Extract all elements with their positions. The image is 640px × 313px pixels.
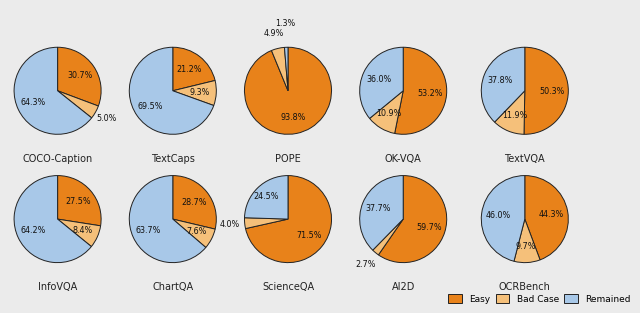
Wedge shape xyxy=(514,219,540,263)
Text: 69.5%: 69.5% xyxy=(138,102,163,111)
Text: 4.0%: 4.0% xyxy=(220,220,239,229)
Text: 2.7%: 2.7% xyxy=(356,260,376,269)
Wedge shape xyxy=(129,176,206,263)
Wedge shape xyxy=(524,47,568,134)
Wedge shape xyxy=(370,91,403,133)
Text: 5.0%: 5.0% xyxy=(97,114,117,123)
Text: 46.0%: 46.0% xyxy=(485,211,511,220)
Text: COCO-Caption: COCO-Caption xyxy=(22,154,93,164)
Text: 36.0%: 36.0% xyxy=(366,75,392,84)
Wedge shape xyxy=(58,176,101,226)
Text: 10.9%: 10.9% xyxy=(377,110,402,118)
Wedge shape xyxy=(14,47,92,134)
Text: 30.7%: 30.7% xyxy=(67,71,92,80)
Wedge shape xyxy=(244,47,332,134)
Text: 8.4%: 8.4% xyxy=(72,226,92,234)
Text: ChartQA: ChartQA xyxy=(152,282,193,292)
Wedge shape xyxy=(244,176,288,219)
Wedge shape xyxy=(360,47,403,118)
Text: 37.8%: 37.8% xyxy=(487,76,513,85)
Text: 53.2%: 53.2% xyxy=(417,89,443,98)
Text: 50.3%: 50.3% xyxy=(539,86,564,95)
Text: 9.3%: 9.3% xyxy=(189,88,210,97)
Text: OCRBench: OCRBench xyxy=(499,282,551,292)
Text: 64.3%: 64.3% xyxy=(20,98,46,107)
Text: POPE: POPE xyxy=(275,154,301,164)
Text: 93.8%: 93.8% xyxy=(280,113,306,122)
Wedge shape xyxy=(173,219,215,248)
Text: 11.9%: 11.9% xyxy=(502,111,527,120)
Wedge shape xyxy=(14,176,92,263)
Text: 44.3%: 44.3% xyxy=(539,210,564,219)
Wedge shape xyxy=(58,47,101,106)
Text: 64.2%: 64.2% xyxy=(20,226,46,235)
Wedge shape xyxy=(173,80,216,105)
Text: 59.7%: 59.7% xyxy=(416,223,442,232)
Wedge shape xyxy=(173,47,215,91)
Text: OK-VQA: OK-VQA xyxy=(385,154,422,164)
Wedge shape xyxy=(372,219,403,255)
Text: 7.6%: 7.6% xyxy=(187,227,207,236)
Text: 37.7%: 37.7% xyxy=(365,204,391,213)
Legend: Easy, Bad Case, Remained: Easy, Bad Case, Remained xyxy=(447,292,632,305)
Wedge shape xyxy=(360,176,403,250)
Wedge shape xyxy=(378,176,447,263)
Wedge shape xyxy=(525,176,568,260)
Wedge shape xyxy=(58,91,99,118)
Text: AI2D: AI2D xyxy=(392,282,415,292)
Text: 28.7%: 28.7% xyxy=(181,198,207,207)
Wedge shape xyxy=(58,219,100,247)
Wedge shape xyxy=(271,47,288,91)
Wedge shape xyxy=(129,47,214,134)
Wedge shape xyxy=(481,47,525,122)
Wedge shape xyxy=(173,176,216,229)
Text: 9.7%: 9.7% xyxy=(516,242,536,250)
Text: 24.5%: 24.5% xyxy=(253,192,279,201)
Wedge shape xyxy=(284,47,288,91)
Text: TextCaps: TextCaps xyxy=(151,154,195,164)
Wedge shape xyxy=(244,218,288,228)
Text: TextVQA: TextVQA xyxy=(504,154,545,164)
Wedge shape xyxy=(246,176,332,263)
Wedge shape xyxy=(395,47,447,134)
Text: 63.7%: 63.7% xyxy=(136,226,161,235)
Text: 21.2%: 21.2% xyxy=(177,65,202,74)
Text: 71.5%: 71.5% xyxy=(296,232,322,240)
Text: 1.3%: 1.3% xyxy=(275,19,296,28)
Text: ScienceQA: ScienceQA xyxy=(262,282,314,292)
Text: 27.5%: 27.5% xyxy=(65,197,91,206)
Text: InfoVQA: InfoVQA xyxy=(38,282,77,292)
Wedge shape xyxy=(495,91,525,134)
Text: 4.9%: 4.9% xyxy=(264,29,284,38)
Wedge shape xyxy=(481,176,525,261)
